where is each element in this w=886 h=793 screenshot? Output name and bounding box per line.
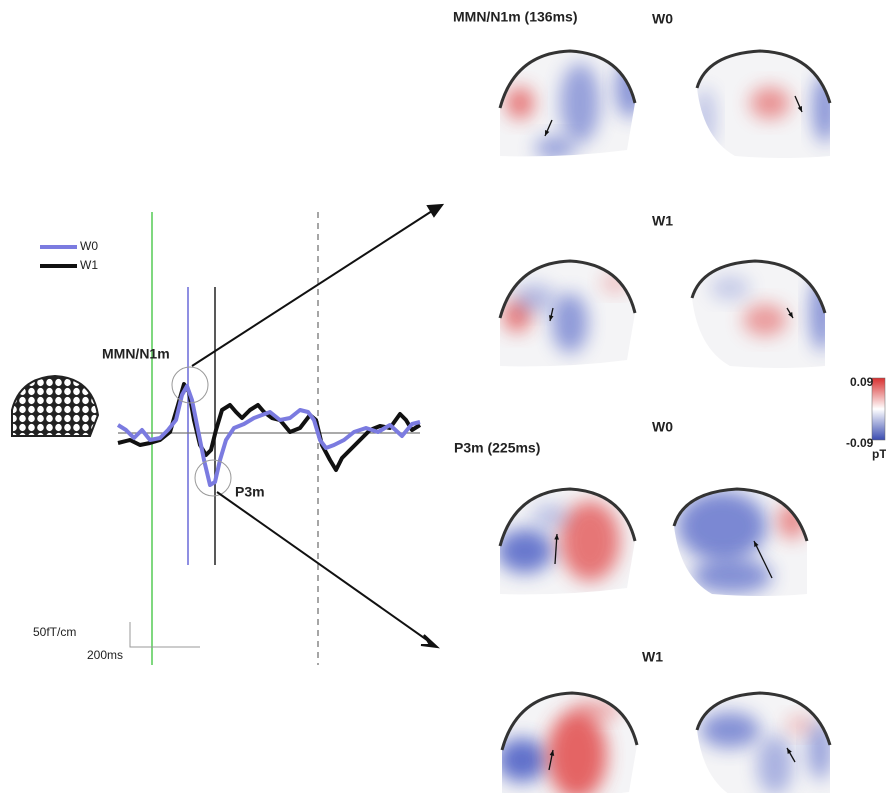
map-blob bbox=[710, 276, 750, 300]
field-map-fill bbox=[497, 690, 642, 793]
map-blob bbox=[700, 712, 760, 748]
field-map-fill bbox=[495, 486, 640, 601]
map-blob bbox=[535, 136, 575, 160]
colorbar-unit: pT bbox=[872, 447, 886, 461]
colorbar-max: 0.09 bbox=[850, 375, 874, 389]
legend-label: W0 bbox=[80, 239, 98, 253]
row-label: W1 bbox=[642, 649, 663, 665]
scale-y-label: 50fT/cm bbox=[33, 625, 76, 639]
figure-canvas: W0 W1 MMN/N1m P3m 50fT/cm 200ms MMN/N1m … bbox=[0, 0, 886, 793]
field-map-fill bbox=[495, 48, 644, 163]
colorbar bbox=[872, 378, 885, 440]
map-blob bbox=[692, 558, 772, 594]
scale-bar bbox=[130, 622, 200, 647]
map-blob bbox=[560, 501, 620, 581]
row-label: W0 bbox=[652, 11, 673, 27]
map-blob bbox=[750, 87, 790, 119]
peak-label: P3m bbox=[235, 484, 265, 500]
map-blob bbox=[560, 63, 600, 143]
scale-x-label: 200ms bbox=[87, 648, 123, 662]
map-blob bbox=[572, 700, 622, 720]
map-blob bbox=[786, 715, 814, 735]
map-blob bbox=[813, 73, 837, 143]
field-map-fill bbox=[690, 258, 835, 373]
field-map-fill bbox=[695, 48, 840, 163]
field-map-fill bbox=[495, 258, 640, 373]
map-blob bbox=[515, 284, 555, 312]
panel-title: P3m (225ms) bbox=[454, 440, 540, 456]
map-blob bbox=[757, 735, 793, 793]
map-blob bbox=[743, 304, 787, 336]
figure: W0 W1 MMN/N1m P3m 50fT/cm 200ms MMN/N1m … bbox=[0, 0, 886, 793]
field-map bbox=[495, 258, 640, 373]
map-blob bbox=[778, 503, 806, 539]
peak-circle bbox=[195, 460, 231, 496]
helmet-icon bbox=[12, 376, 98, 436]
field-map bbox=[495, 486, 640, 601]
panel-title: MMN/N1m (136ms) bbox=[453, 9, 577, 25]
map-blob bbox=[532, 504, 568, 528]
legend-label: W1 bbox=[80, 258, 98, 272]
map-blob bbox=[497, 529, 553, 573]
waveform-w1 bbox=[118, 384, 420, 470]
field-map bbox=[495, 48, 644, 163]
field-map bbox=[690, 258, 835, 373]
field-map bbox=[497, 690, 642, 793]
field-map bbox=[695, 48, 840, 163]
row-label: W0 bbox=[652, 419, 673, 435]
colorbar-min: -0.09 bbox=[846, 436, 874, 450]
field-map bbox=[672, 486, 817, 601]
row-label: W1 bbox=[652, 213, 673, 229]
map-blob bbox=[552, 293, 588, 353]
waveform-w0 bbox=[118, 386, 420, 485]
map-blob bbox=[506, 87, 534, 119]
peak-label: MMN/N1m bbox=[102, 346, 170, 362]
field-map bbox=[695, 690, 840, 793]
field-map-fill bbox=[672, 486, 817, 601]
map-blob bbox=[695, 88, 715, 148]
